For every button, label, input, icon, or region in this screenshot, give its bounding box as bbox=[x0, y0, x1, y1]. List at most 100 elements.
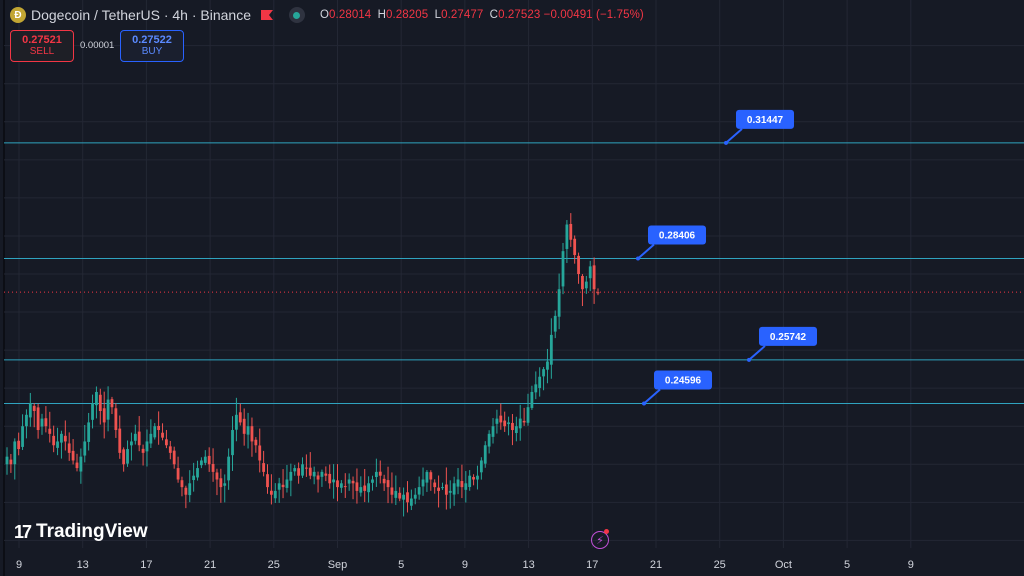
candle-body bbox=[569, 223, 573, 240]
callout-pointer bbox=[748, 345, 766, 361]
price-callout[interactable]: 0.25742 bbox=[747, 326, 817, 362]
callout-label: 0.24596 bbox=[665, 376, 702, 387]
candle-body bbox=[52, 435, 56, 446]
candle-body bbox=[21, 426, 24, 447]
symbol-title[interactable]: Dogecoin / TetherUS · 4h · Binance bbox=[31, 7, 251, 23]
callout-label: 0.31447 bbox=[747, 115, 784, 126]
price-callout[interactable]: 0.31447 bbox=[724, 109, 794, 145]
candle-body bbox=[328, 473, 332, 484]
candle-body bbox=[409, 498, 413, 506]
candle-body bbox=[273, 490, 277, 499]
callout-box bbox=[648, 225, 706, 245]
price-callout[interactable]: 0.28406 bbox=[636, 225, 706, 261]
candle-body bbox=[5, 456, 9, 465]
candle-body bbox=[165, 439, 168, 446]
close-value: 0.27523 bbox=[498, 9, 541, 21]
candle-body bbox=[91, 403, 94, 420]
candle-body bbox=[557, 289, 561, 317]
candle-body bbox=[363, 485, 367, 491]
time-axis-tick-label: 5 bbox=[398, 559, 404, 571]
callout-anchor bbox=[636, 256, 640, 261]
candle-body bbox=[184, 487, 188, 495]
candle-body bbox=[483, 445, 487, 464]
candle-body bbox=[196, 468, 199, 478]
time-axis-tick-label: 25 bbox=[714, 559, 726, 571]
candle-body bbox=[235, 414, 238, 430]
candle-body bbox=[460, 481, 464, 488]
candle-body bbox=[324, 473, 328, 476]
candle-body bbox=[553, 315, 557, 332]
high-value: 0.28205 bbox=[386, 9, 429, 21]
open-value: 0.28014 bbox=[329, 9, 372, 21]
candle-body bbox=[526, 407, 530, 423]
candle-body bbox=[312, 471, 316, 477]
candle-body bbox=[468, 475, 472, 488]
tradingview-logo[interactable]: 17 TradingView bbox=[14, 521, 148, 543]
candle-body bbox=[227, 456, 231, 481]
candle-body bbox=[223, 483, 227, 486]
candle-body bbox=[118, 428, 122, 453]
grid bbox=[3, 0, 1024, 576]
candle-body bbox=[238, 412, 242, 423]
sell-button[interactable]: 0.27521 SELL bbox=[10, 30, 74, 62]
candle-body bbox=[176, 468, 180, 480]
callout-pointer bbox=[725, 128, 743, 144]
buy-button[interactable]: 0.27522 BUY bbox=[120, 30, 184, 62]
buy-label: BUY bbox=[141, 46, 163, 57]
callout-anchor bbox=[642, 401, 646, 406]
candle-body bbox=[172, 450, 176, 465]
market-status-icon[interactable] bbox=[288, 7, 305, 23]
ohlc-values: O0.28014 H0.28205 L0.27477 C0.27523 −0.0… bbox=[317, 9, 644, 21]
time-axis-tick-label: 17 bbox=[586, 559, 598, 571]
candle-body bbox=[592, 265, 596, 290]
candle-body bbox=[79, 456, 83, 472]
time-axis[interactable]: 9 13 17 21 25 Sep 5 9 13 17 21 25 Oct 5 9 bbox=[16, 559, 914, 571]
candle-body bbox=[355, 482, 359, 491]
candle-body bbox=[200, 460, 203, 466]
lightning-icon[interactable]: ⚡ bbox=[591, 531, 609, 549]
low-label: L bbox=[434, 9, 442, 21]
candle-body bbox=[394, 490, 398, 498]
dogecoin-icon[interactable]: Ð bbox=[10, 7, 26, 23]
candle-body bbox=[487, 433, 491, 447]
candle-body bbox=[207, 455, 211, 465]
callout-pointer bbox=[643, 388, 661, 405]
candle-body bbox=[87, 422, 91, 442]
candle-body bbox=[25, 414, 28, 427]
flag-icon[interactable] bbox=[260, 10, 273, 20]
price-callouts[interactable]: 0.31447 0.28406 0.25742 0.24596 bbox=[636, 109, 817, 406]
time-axis-tick-label: 25 bbox=[268, 559, 280, 571]
candle-body bbox=[561, 251, 565, 287]
time-axis-tick-label: 9 bbox=[908, 559, 914, 571]
candle-body bbox=[499, 415, 503, 423]
time-axis-tick-label: 5 bbox=[844, 559, 850, 571]
price-callout[interactable]: 0.24596 bbox=[642, 370, 712, 406]
candle-body bbox=[538, 376, 542, 388]
callout-pointer bbox=[637, 243, 655, 260]
time-axis-tick-label: 9 bbox=[16, 559, 22, 571]
callout-label: 0.25742 bbox=[770, 332, 807, 343]
candle-body bbox=[546, 361, 549, 370]
candle-body bbox=[75, 462, 79, 469]
candle-body bbox=[17, 440, 21, 450]
candle-body bbox=[402, 494, 405, 500]
candle-body bbox=[336, 480, 339, 488]
candle-body bbox=[425, 471, 429, 483]
candle-body bbox=[417, 487, 421, 495]
candle-body bbox=[507, 422, 510, 425]
callout-box bbox=[736, 109, 794, 129]
buy-price: 0.27522 bbox=[132, 34, 172, 46]
candle-body bbox=[48, 428, 52, 434]
candles bbox=[5, 213, 600, 517]
candle-body bbox=[320, 471, 324, 477]
candle-body bbox=[398, 492, 402, 499]
candle-body bbox=[577, 255, 580, 274]
callout-anchor bbox=[747, 357, 751, 362]
callout-label: 0.28406 bbox=[659, 231, 696, 242]
time-axis-tick-label: 13 bbox=[522, 559, 534, 571]
candle-body bbox=[83, 441, 87, 456]
candle-body bbox=[304, 467, 308, 469]
horizontal-levels[interactable] bbox=[4, 142, 1024, 405]
